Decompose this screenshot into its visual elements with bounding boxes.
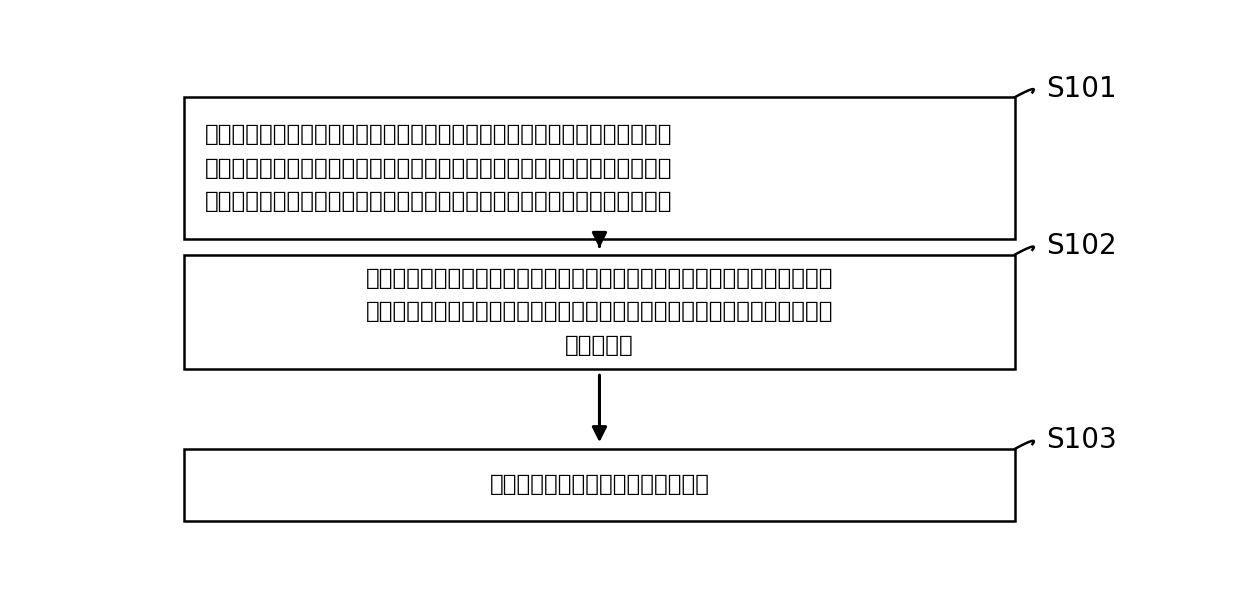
Text: 的相关信息: 的相关信息	[565, 333, 634, 356]
Bar	[184, 255, 1016, 368]
Text: S102: S102	[1045, 232, 1116, 260]
Text: 在确定变异发生位点时，有插入变异发生的区域一定会产生分裂读段，针对新: 在确定变异发生位点时，有插入变异发生的区域一定会产生分裂读段，针对新	[205, 123, 672, 146]
Bar	[184, 449, 1016, 521]
Text: S103: S103	[1045, 427, 1116, 454]
Text: S101: S101	[1045, 74, 1116, 103]
Text: 在确定插入变异发生种类及位点之后，通过利用部分匹配、完全匹配、以及未: 在确定插入变异发生种类及位点之后，通过利用部分匹配、完全匹配、以及未	[366, 267, 833, 290]
Text: 利用拷贝数状态信息获得变异基因型: 利用拷贝数状态信息获得变异基因型	[490, 473, 709, 496]
Text: 序列插入、序列串联倍增、序列散在倍增等插入变异类型及缺失变异、倒置变: 序列插入、序列串联倍增、序列散在倍增等插入变异类型及缺失变异、倒置变	[205, 157, 672, 180]
Text: 匹配的读段信息来构造一条虚拟参考序列，与原始参考序列比较得到插入序列: 匹配的读段信息来构造一条虚拟参考序列，与原始参考序列比较得到插入序列	[366, 300, 833, 323]
Bar	[184, 97, 1016, 239]
Text: 异等其他变异类型的分裂读段分布不同的特性，设计了变异信息筛选分类方案: 异等其他变异类型的分裂读段分布不同的特性，设计了变异信息筛选分类方案	[205, 190, 672, 213]
